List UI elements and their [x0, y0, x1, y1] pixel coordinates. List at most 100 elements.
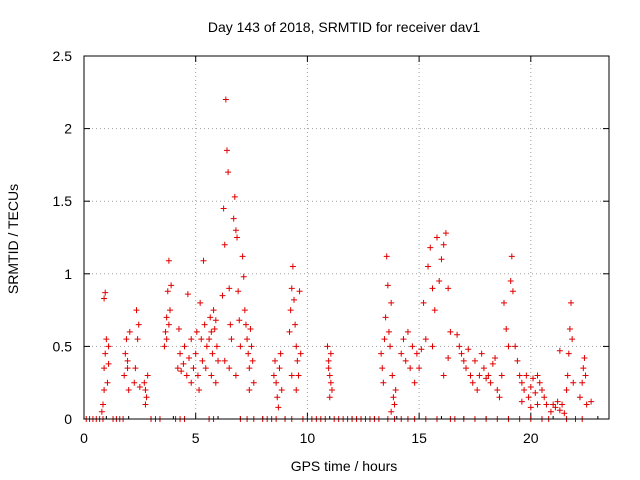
data-point — [206, 336, 213, 343]
data-point — [194, 372, 201, 379]
data-point — [527, 404, 534, 411]
data-point — [190, 365, 197, 372]
data-point — [463, 365, 470, 372]
data-point — [418, 346, 425, 353]
data-point — [325, 357, 332, 364]
data-point — [588, 398, 595, 405]
grid-lines — [84, 56, 609, 419]
data-point — [469, 379, 476, 386]
data-point — [124, 357, 131, 364]
data-point — [207, 314, 214, 321]
data-point — [141, 379, 148, 386]
data-point — [503, 325, 510, 332]
data-point — [208, 328, 215, 335]
data-point — [422, 336, 429, 343]
data-point — [225, 169, 232, 176]
data-point — [388, 408, 395, 415]
data-point — [460, 357, 467, 364]
data-point — [210, 307, 217, 314]
data-point — [454, 331, 461, 338]
data-point — [180, 360, 187, 367]
data-point — [287, 307, 294, 314]
data-point — [212, 379, 219, 386]
data-point — [532, 389, 539, 396]
data-point — [328, 386, 335, 393]
data-point — [404, 328, 411, 335]
x-axis-label: GPS time / hours — [291, 458, 398, 474]
data-point — [161, 343, 168, 350]
data-point — [192, 350, 199, 357]
data-point — [234, 234, 241, 241]
data-point — [534, 401, 541, 408]
data-point — [250, 379, 257, 386]
data-point — [249, 357, 256, 364]
data-point — [196, 386, 203, 393]
data-point — [232, 227, 239, 234]
data-point — [201, 321, 208, 328]
data-point — [168, 282, 175, 289]
data-point — [188, 336, 195, 343]
data-point — [385, 328, 392, 335]
data-point — [211, 325, 218, 332]
data-point — [240, 273, 247, 280]
data-point — [398, 350, 405, 357]
data-point — [518, 379, 525, 386]
data-point — [563, 386, 570, 393]
y-tick-label: 1 — [64, 266, 72, 282]
data-point — [163, 314, 170, 321]
data-point — [215, 357, 222, 364]
data-point — [440, 372, 447, 379]
data-point — [122, 350, 129, 357]
data-point — [198, 336, 205, 343]
data-point — [489, 360, 496, 367]
data-point — [325, 365, 332, 372]
data-point — [167, 307, 174, 314]
data-point — [561, 410, 568, 417]
data-point — [496, 394, 503, 401]
data-point — [387, 343, 394, 350]
data-point — [476, 372, 483, 379]
data-point — [226, 285, 233, 292]
data-point — [228, 336, 235, 343]
data-point — [123, 336, 130, 343]
data-point — [209, 350, 216, 357]
data-point — [400, 336, 407, 343]
data-point — [327, 379, 334, 386]
x-tick-label: 10 — [300, 430, 316, 446]
data-point — [235, 288, 242, 295]
x-tick-label: 5 — [192, 430, 200, 446]
data-point — [105, 343, 112, 350]
data-point — [505, 343, 512, 350]
y-tick-label: 0.5 — [53, 338, 73, 354]
data-point — [530, 375, 537, 382]
chart-title: Day 143 of 2018, SRMTID for receiver dav… — [208, 19, 481, 35]
data-point — [534, 372, 541, 379]
data-point — [292, 321, 299, 328]
data-point — [293, 343, 300, 350]
data-point — [388, 299, 395, 306]
data-point — [219, 292, 226, 299]
data-point — [121, 372, 128, 379]
data-point — [391, 401, 398, 408]
data-point — [203, 343, 210, 350]
data-point — [136, 384, 143, 391]
data-point — [582, 372, 589, 379]
y-tick-label: 1.5 — [53, 193, 73, 209]
data-point — [413, 350, 420, 357]
data-point — [436, 278, 443, 285]
data-point — [568, 299, 575, 306]
y-tick-label: 2.5 — [53, 48, 73, 64]
data-point — [188, 379, 195, 386]
data-point — [525, 394, 532, 401]
data-point — [101, 295, 108, 302]
data-point — [433, 234, 440, 241]
x-tick-label: 0 — [80, 430, 88, 446]
data-point — [297, 350, 304, 357]
data-point — [226, 365, 233, 372]
data-point — [200, 257, 207, 264]
data-point — [378, 350, 385, 357]
data-point — [521, 386, 528, 393]
data-point — [231, 193, 238, 200]
data-point — [416, 365, 423, 372]
